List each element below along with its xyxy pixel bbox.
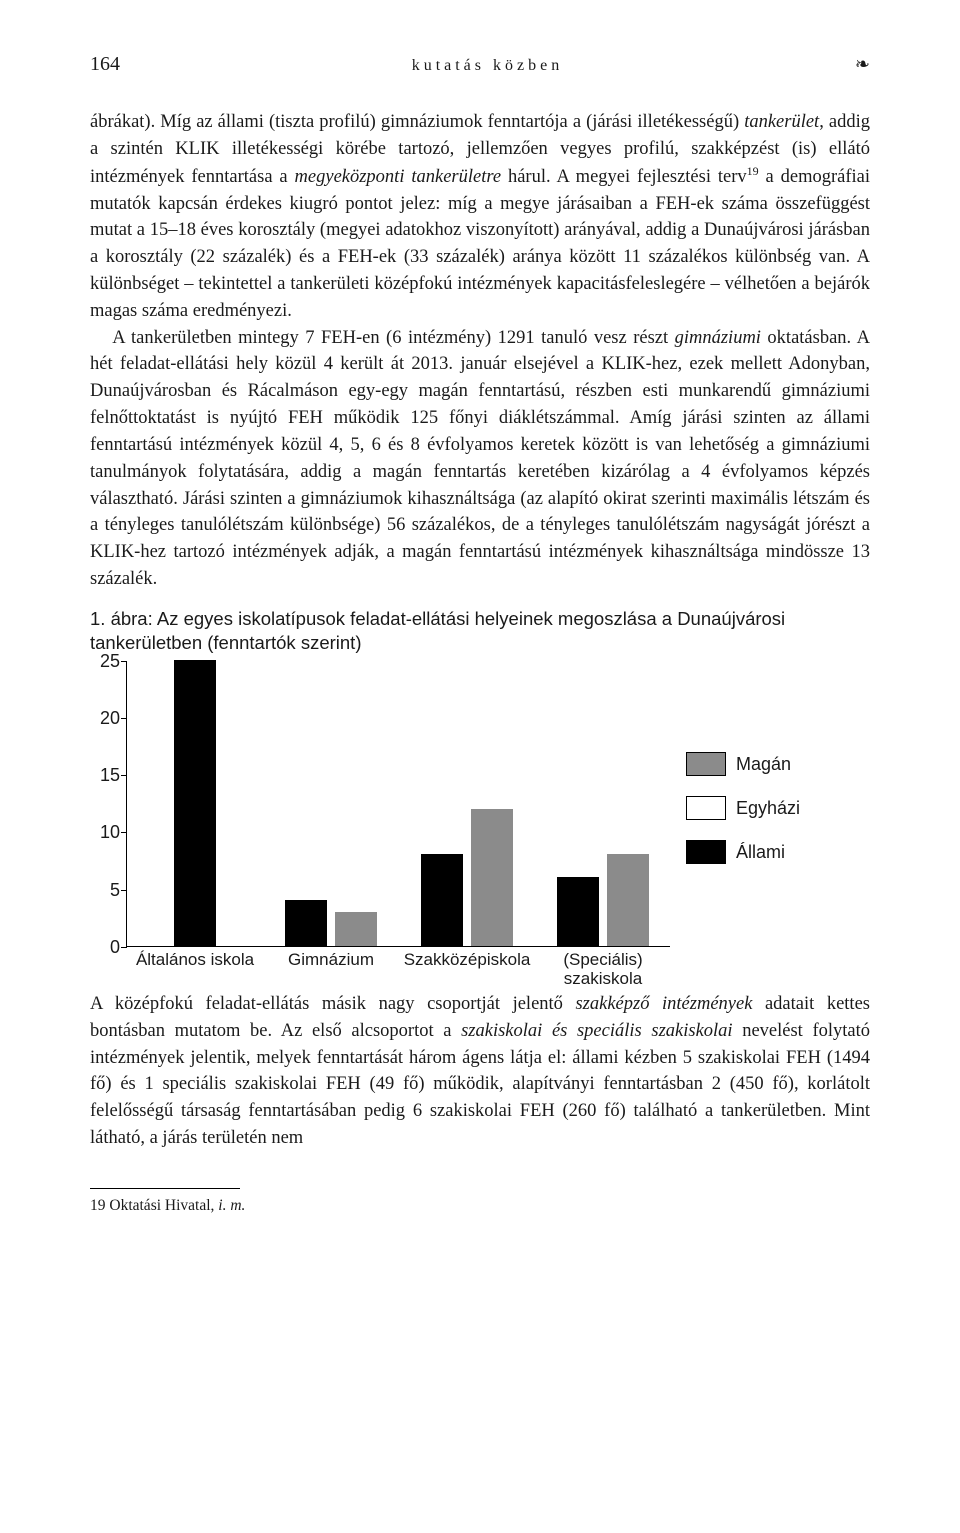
- legend-label: Magán: [736, 751, 791, 777]
- y-tick: [121, 718, 127, 719]
- x-tick-label: (Speciális)szakiskola: [535, 946, 671, 989]
- figure-1: Általános iskolaGimnáziumSzakközépiskola…: [90, 661, 870, 981]
- bar-allami: [557, 877, 599, 946]
- legend-swatch: [686, 840, 726, 864]
- legend-swatch: [686, 796, 726, 820]
- y-tick: [121, 775, 127, 776]
- y-tick-label: 5: [110, 877, 120, 903]
- chart-legend: Magán Egyházi Állami: [686, 661, 800, 883]
- y-tick-label: 15: [100, 762, 120, 788]
- running-header: 164 kutatás közben ❧: [90, 50, 870, 79]
- x-tick-label: Általános iskola: [127, 946, 263, 970]
- bar-magan: [607, 854, 649, 946]
- figure-caption: 1. ábra: Az egyes iskolatípusok feladat-…: [90, 607, 870, 655]
- legend-item-egyhazi: Egyházi: [686, 795, 800, 821]
- ornament-icon: ❧: [855, 51, 870, 77]
- y-tick: [121, 890, 127, 891]
- page-number: 164: [90, 50, 120, 79]
- legend-swatch: [686, 752, 726, 776]
- legend-item-allami: Állami: [686, 839, 800, 865]
- body-paragraph-2: A tankerületben mintegy 7 FEH-en (6 inté…: [90, 325, 870, 593]
- legend-label: Állami: [736, 839, 785, 865]
- bar-allami: [174, 660, 216, 946]
- legend-label: Egyházi: [736, 795, 800, 821]
- footnote-marker: 19: [90, 1197, 106, 1214]
- x-tick-label: Gimnázium: [263, 946, 399, 970]
- y-tick: [121, 661, 127, 662]
- y-tick-label: 10: [100, 819, 120, 845]
- bar-chart: Általános iskolaGimnáziumSzakközépiskola…: [90, 661, 670, 981]
- bar-allami: [421, 854, 463, 946]
- body-paragraph-3: A középfokú feladat-ellátás másik nagy c…: [90, 991, 870, 1152]
- legend-item-magan: Magán: [686, 751, 800, 777]
- x-tick-label: Szakközépiskola: [399, 946, 535, 970]
- footnote-19: 19 Oktatási Hivatal, i. m.: [90, 1195, 870, 1217]
- bar-magan: [471, 809, 513, 946]
- footnote-rule: [90, 1188, 240, 1189]
- body-paragraph-1: ábrákat). Míg az állami (tiszta profilú)…: [90, 109, 870, 325]
- running-head-title: kutatás közben: [412, 54, 564, 77]
- bar-allami: [285, 900, 327, 946]
- y-tick-label: 0: [110, 934, 120, 960]
- footnote-text: Oktatási Hivatal, i. m.: [109, 1197, 245, 1214]
- y-tick-label: 25: [100, 648, 120, 674]
- y-tick: [121, 832, 127, 833]
- y-tick-label: 20: [100, 705, 120, 731]
- bar-magan: [335, 912, 377, 946]
